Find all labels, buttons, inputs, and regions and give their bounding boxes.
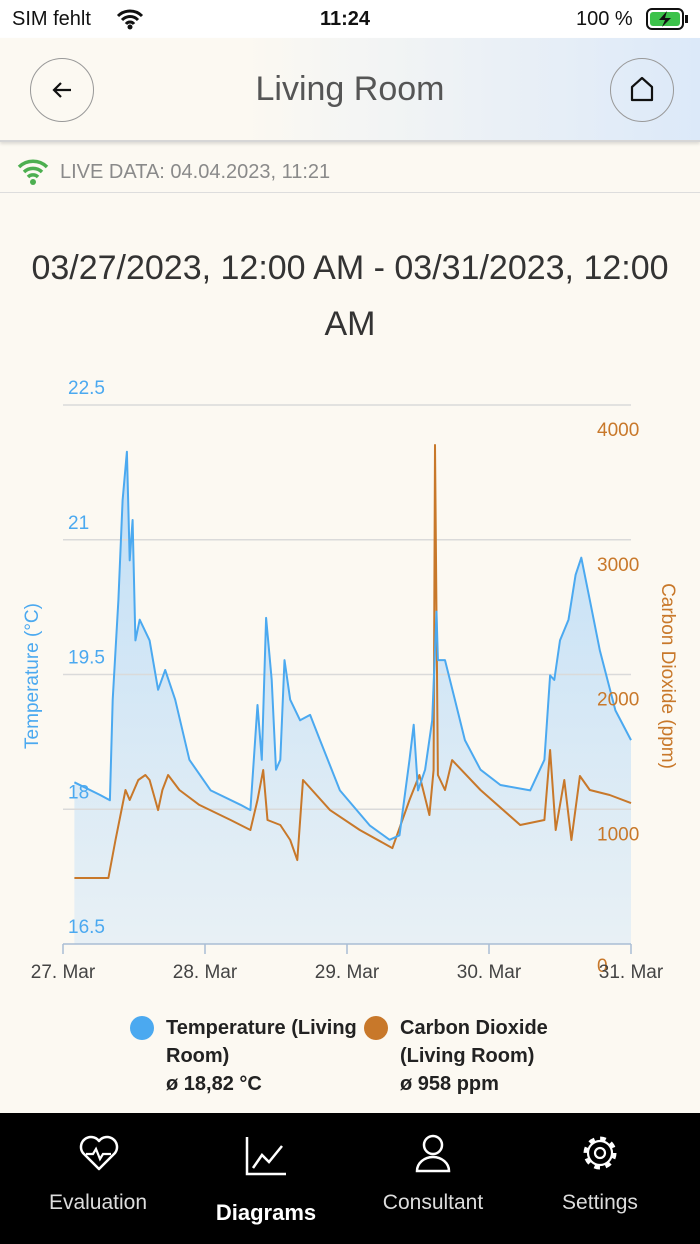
status-bar: SIM fehlt 11:24 100 % — [0, 0, 700, 38]
legend-average: ø 958 ppm — [400, 1073, 499, 1095]
legend-dot — [130, 1016, 154, 1040]
y2-tick-label: 3000 — [597, 555, 639, 576]
battery-icon — [646, 8, 688, 30]
header: Living Room — [0, 38, 700, 142]
diagrams-icon — [245, 1137, 286, 1176]
series-line — [74, 444, 632, 879]
tab-label[interactable]: Consultant — [382, 1191, 484, 1214]
y2-tick-label: 1000 — [597, 824, 639, 845]
legend-name: Temperature (Living Room) — [166, 1017, 357, 1067]
home-icon — [630, 76, 654, 102]
x-tick-label: 31. Mar — [599, 962, 664, 983]
series-line — [73, 450, 632, 841]
grid — [63, 404, 631, 810]
live-data-bar: LIVE DATA: 04.04.2023, 11:21 — [0, 152, 700, 193]
legend-dot — [364, 1016, 388, 1040]
y-tick-label: 18 — [68, 782, 89, 803]
clock: 11:24 — [320, 8, 371, 30]
consultant-icon — [415, 1134, 451, 1173]
y-tick-label: 22.5 — [68, 378, 105, 399]
live-icon — [17, 159, 49, 185]
y2-tick-label: 0 — [597, 956, 608, 977]
x-tick-label: 30. Mar — [457, 962, 522, 983]
home-button[interactable] — [610, 58, 674, 122]
wifi-icon — [116, 9, 144, 30]
y2-axis-label: Carbon Dioxide (ppm) — [657, 583, 678, 769]
y2-tick-label: 2000 — [597, 690, 639, 711]
y2-tick-label: 4000 — [597, 420, 639, 441]
back-button[interactable] — [30, 58, 94, 122]
y-tick-label: 21 — [68, 513, 89, 534]
battery-level: 100 % — [576, 8, 633, 30]
x-tick-label: 28. Mar — [173, 962, 238, 983]
tab-label[interactable]: Diagrams — [215, 1200, 317, 1225]
y-axis-label: Temperature (°C) — [22, 603, 43, 749]
chart-title: 03/27/2023, 12:00 AM - 03/31/2023, 12:00… — [31, 249, 669, 343]
tab-bar: Evaluation Diagrams Consultant Settings — [0, 1113, 700, 1244]
chart: Temperature (°C) Carbon Dioxide (ppm) 16… — [22, 378, 678, 983]
tab-label[interactable]: Settings — [562, 1191, 638, 1214]
evaluation-icon — [79, 1135, 119, 1171]
x-tick-label: 29. Mar — [315, 962, 380, 983]
series-area — [74, 451, 632, 944]
legend-entry: Carbon Dioxide (Living Room) ø 958 ppm — [400, 1014, 600, 1098]
plot — [73, 444, 632, 879]
carrier: SIM fehlt — [12, 8, 91, 30]
legend-name: Carbon Dioxide (Living Room) — [400, 1017, 548, 1067]
back-icon — [52, 82, 71, 98]
y-tick-label: 16.5 — [68, 917, 105, 938]
x-tick-label: 27. Mar — [31, 962, 96, 983]
legend-average: ø 18,82 °C — [166, 1073, 262, 1095]
page-title: Living Room — [255, 70, 445, 108]
y-tick-label: 19.5 — [68, 648, 105, 669]
settings-icon — [583, 1136, 617, 1170]
tab-label[interactable]: Evaluation — [48, 1191, 148, 1214]
legend-entry: Temperature (Living Room) ø 18,82 °C — [166, 1014, 366, 1098]
live-data-text: LIVE DATA: 04.04.2023, 11:21 — [60, 161, 331, 183]
